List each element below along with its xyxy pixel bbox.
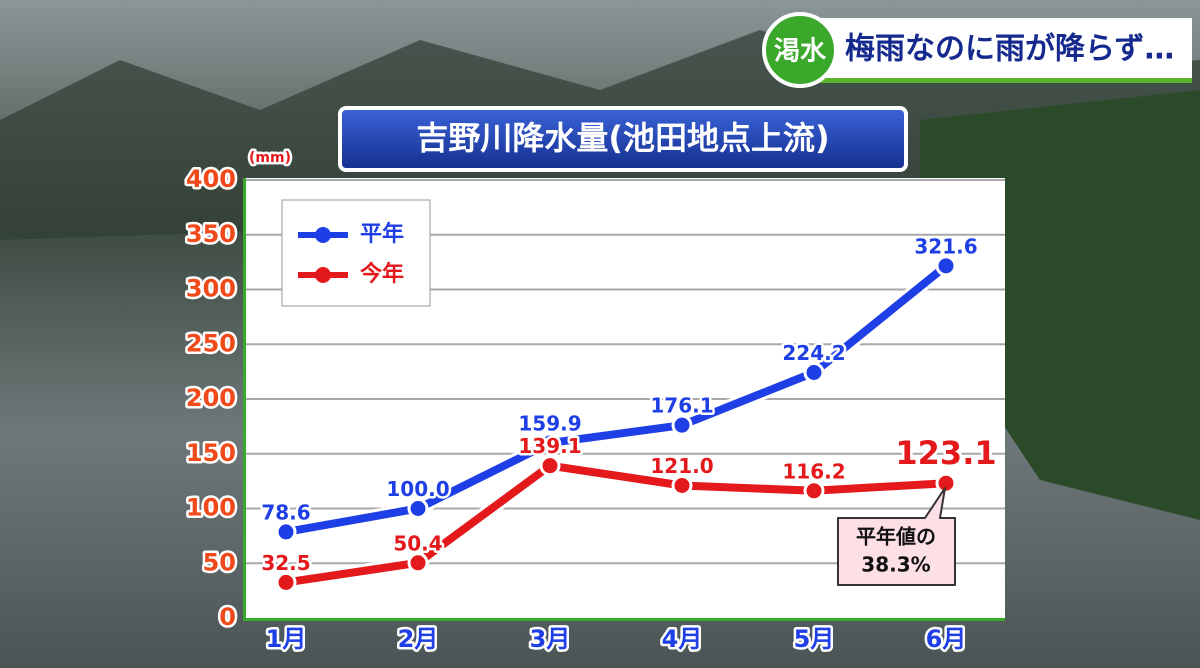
x-tick-label: 1月 xyxy=(266,625,307,653)
point xyxy=(935,472,957,494)
series-line xyxy=(285,262,949,536)
chart-title: 吉野川降水量(池田地点上流) xyxy=(416,119,829,157)
y-axis xyxy=(243,178,246,620)
data-label: 121.0 xyxy=(650,454,713,478)
y-tick-label: 50 xyxy=(203,548,236,576)
x-tick-label: 6月 xyxy=(926,625,967,653)
point xyxy=(935,255,957,277)
x-tick-label: 4月 xyxy=(662,625,703,653)
headline-bar xyxy=(800,78,1192,83)
data-label: 50.4 xyxy=(393,531,442,555)
point xyxy=(275,521,297,543)
y-tick-label: 200 xyxy=(186,384,236,412)
callout xyxy=(837,487,956,586)
data-label: 224.2 xyxy=(782,341,845,365)
y-tick-label: 0 xyxy=(219,603,236,631)
data-label: 139.1 xyxy=(518,434,581,458)
legend-marker xyxy=(315,267,331,283)
y-tick-label: 100 xyxy=(186,494,236,522)
y-unit: (mm) xyxy=(249,150,291,166)
point xyxy=(539,432,561,454)
x-tick-label: 3月 xyxy=(530,625,571,653)
legend-label: 今年 xyxy=(360,261,404,287)
data-label: 100.0 xyxy=(386,477,449,501)
point xyxy=(803,480,825,502)
data-label: 176.1 xyxy=(650,394,713,418)
x-axis xyxy=(243,618,1005,621)
series-line xyxy=(285,461,947,587)
point xyxy=(275,571,297,593)
x-tick-label: 2月 xyxy=(398,625,439,653)
point xyxy=(407,552,429,574)
point xyxy=(803,362,825,384)
badge xyxy=(762,12,838,88)
y-tick-label: 150 xyxy=(186,439,236,467)
data-label: 123.1 xyxy=(895,434,996,472)
legend-label: 平年 xyxy=(360,221,404,247)
y-tick-label: 250 xyxy=(186,329,236,357)
point xyxy=(671,414,693,436)
badge-text: 渇水 xyxy=(774,37,827,67)
data-label: 32.5 xyxy=(261,551,310,575)
point xyxy=(407,498,429,519)
legend-box xyxy=(281,199,431,307)
annotation: 平年値の xyxy=(856,525,936,549)
title-box xyxy=(338,106,908,172)
data-label: 116.2 xyxy=(782,459,845,483)
y-tick-label: 300 xyxy=(186,275,236,303)
point xyxy=(539,455,561,477)
data-label: 321.6 xyxy=(914,234,977,258)
annotation: 38.3% xyxy=(861,553,930,577)
legend-marker xyxy=(315,227,331,243)
y-tick-label: 400 xyxy=(186,165,236,193)
x-tick-label: 5月 xyxy=(794,625,835,653)
headline-box xyxy=(800,18,1192,82)
data-label: 78.6 xyxy=(261,500,310,524)
data-label: 159.9 xyxy=(518,411,581,435)
y-tick-label: 350 xyxy=(186,220,236,248)
headline: 梅雨なのに雨が降らず… xyxy=(845,32,1174,67)
point xyxy=(671,475,693,497)
